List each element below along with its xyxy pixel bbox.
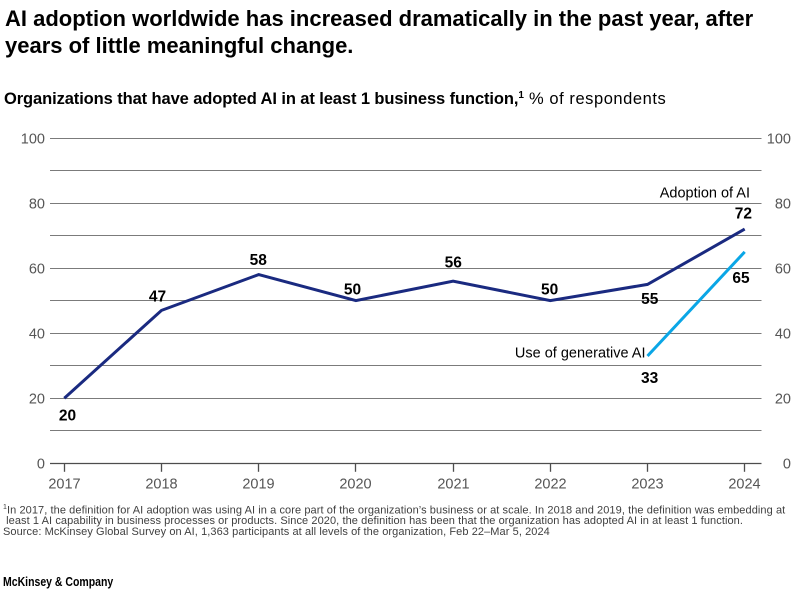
svg-text:2021: 2021 [437, 477, 469, 493]
svg-text:0: 0 [783, 457, 791, 473]
svg-text:20: 20 [59, 408, 76, 425]
svg-text:2018: 2018 [145, 477, 177, 493]
svg-text:58: 58 [250, 252, 268, 269]
svg-text:60: 60 [29, 261, 45, 277]
svg-text:Adoption of AI: Adoption of AI [660, 186, 750, 202]
svg-text:40: 40 [775, 326, 791, 342]
svg-text:80: 80 [29, 196, 45, 212]
svg-text:72: 72 [735, 206, 752, 223]
svg-text:Use of generative AI: Use of generative AI [515, 346, 646, 362]
svg-text:0: 0 [37, 457, 45, 473]
svg-text:50: 50 [541, 281, 558, 298]
svg-text:56: 56 [445, 254, 463, 271]
svg-text:100: 100 [767, 131, 791, 147]
svg-text:100: 100 [21, 131, 45, 147]
svg-text:2019: 2019 [242, 477, 274, 493]
svg-text:2020: 2020 [339, 477, 371, 493]
svg-text:2022: 2022 [534, 477, 566, 493]
svg-text:40: 40 [29, 326, 45, 342]
svg-text:80: 80 [775, 196, 791, 212]
svg-text:60: 60 [775, 261, 791, 277]
svg-text:47: 47 [149, 288, 166, 305]
svg-text:33: 33 [641, 370, 659, 387]
svg-text:65: 65 [732, 270, 750, 287]
svg-text:50: 50 [344, 281, 361, 298]
svg-text:2023: 2023 [631, 477, 663, 493]
svg-text:20: 20 [775, 392, 791, 408]
svg-text:2017: 2017 [48, 477, 80, 493]
svg-text:55: 55 [641, 291, 659, 308]
svg-text:20: 20 [29, 392, 45, 408]
svg-text:2024: 2024 [728, 477, 760, 493]
